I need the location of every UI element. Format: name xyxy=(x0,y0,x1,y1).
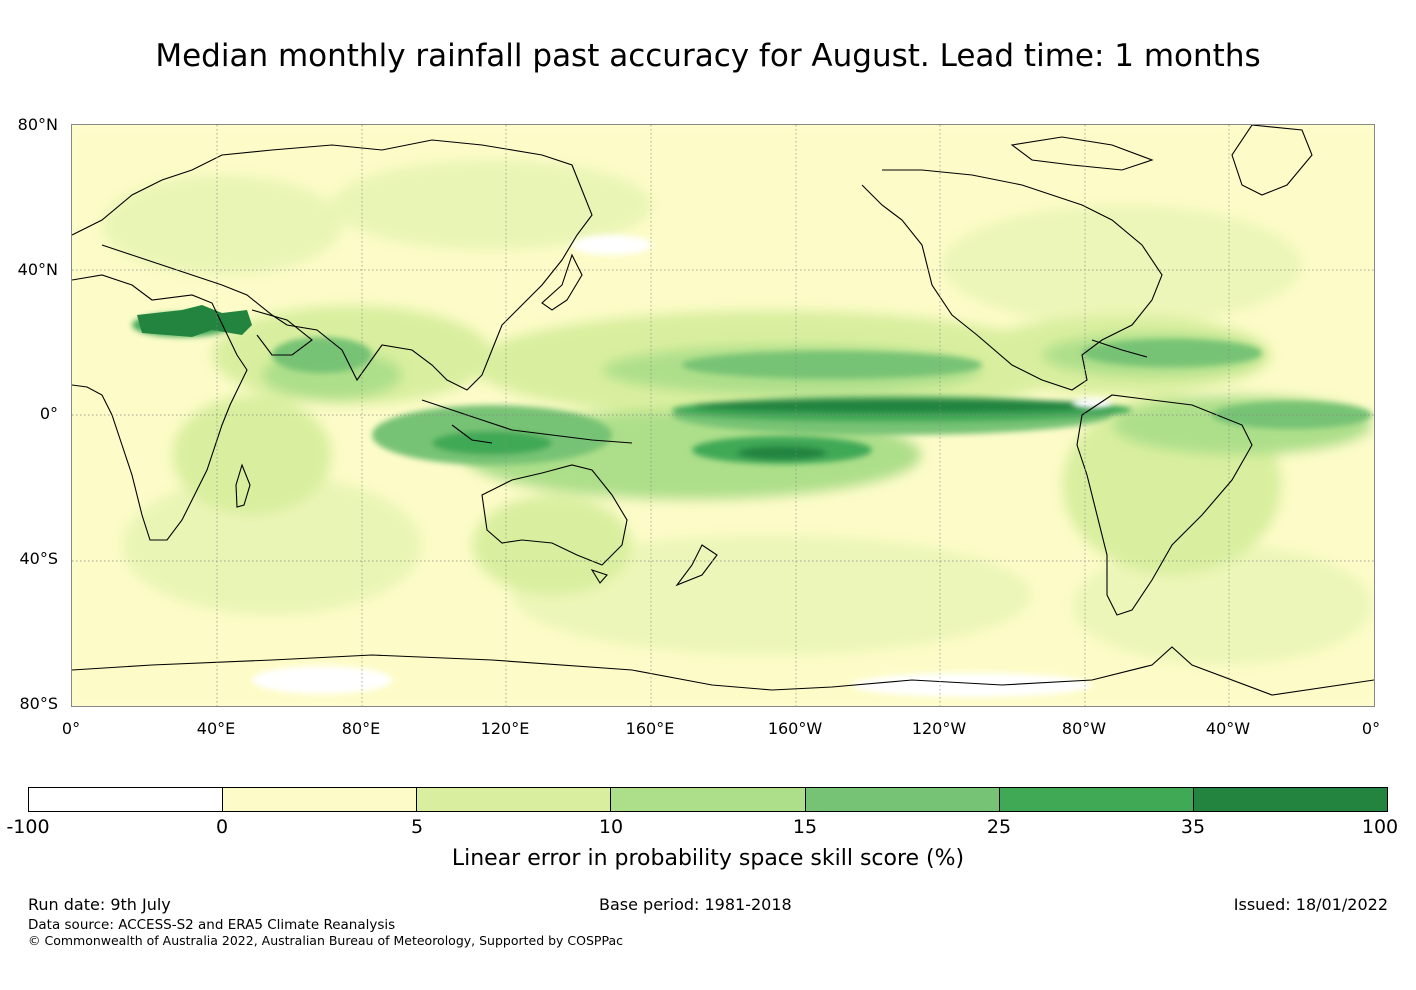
lat-label-80n: 80°N xyxy=(17,115,58,134)
lon-label-0-left: 0° xyxy=(61,719,81,738)
issued-date: Issued: 18/01/2022 xyxy=(1233,895,1388,914)
map-canvas xyxy=(72,125,1374,706)
lat-label-equator: 0° xyxy=(39,404,58,423)
sahara-high-skill-patch xyxy=(137,305,252,337)
colorbar-tick: 0 xyxy=(215,816,229,838)
colorbar-segment xyxy=(1193,788,1387,811)
low-skill-patches xyxy=(252,235,1112,697)
lat-label-40s: 40°S xyxy=(19,549,58,568)
lon-label-40e: 40°E xyxy=(196,719,236,738)
map-title: Median monthly rainfall past accuracy fo… xyxy=(155,38,1261,74)
lon-label-80w: 80°W xyxy=(1061,719,1107,738)
colorbar-segment xyxy=(805,788,1000,811)
data-source: Data source: ACCESS-S2 and ERA5 Climate … xyxy=(28,917,396,933)
lon-label-120e: 120°E xyxy=(480,719,530,738)
lon-label-40w: 40°W xyxy=(1205,719,1251,738)
lon-label-120w: 120°W xyxy=(911,719,967,738)
colorbar-segment xyxy=(29,788,224,811)
lon-label-160e: 160°E xyxy=(625,719,675,738)
colorbar-title: Linear error in probability space skill … xyxy=(451,846,965,871)
colorbar-segment xyxy=(223,788,418,811)
run-date: Run date: 9th July xyxy=(28,895,171,914)
lon-label-0-right: 0° xyxy=(1361,719,1381,738)
coastlines xyxy=(72,125,1374,696)
skill-score-map xyxy=(71,124,1375,707)
lat-label-40n: 40°N xyxy=(17,260,58,279)
base-period: Base period: 1981-2018 xyxy=(599,895,792,914)
colorbar xyxy=(28,787,1388,812)
lon-label-80e: 80°E xyxy=(341,719,381,738)
colorbar-tick: 15 xyxy=(792,816,818,838)
colorbar-tick: 5 xyxy=(410,816,424,838)
colorbar-tick: 35 xyxy=(1180,816,1206,838)
gridlines xyxy=(72,125,1374,706)
copyright-notice: © Commonwealth of Australia 2022, Austra… xyxy=(28,933,623,948)
skill-shading xyxy=(72,125,1374,706)
lat-label-80s: 80°S xyxy=(19,694,58,713)
lon-label-160w: 160°W xyxy=(767,719,823,738)
colorbar-tick: -100 xyxy=(6,816,50,838)
colorbar-tick: 10 xyxy=(598,816,624,838)
colorbar-segment xyxy=(611,788,806,811)
colorbar-segment xyxy=(417,788,612,811)
colorbar-segment xyxy=(999,788,1194,811)
colorbar-tick: 100 xyxy=(1361,816,1399,838)
colorbar-tick: 25 xyxy=(986,816,1012,838)
